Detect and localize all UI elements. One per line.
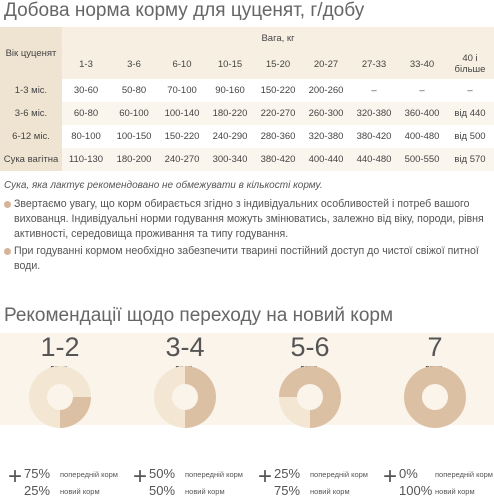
cell: 100-140: [158, 102, 206, 125]
bullet-list: Звертаємо увагу, що корм обирається згід…: [4, 197, 490, 276]
age-header: Вік цуценят: [0, 27, 62, 79]
row-header: Сука вагітна: [0, 148, 62, 171]
new-pct: 50%: [149, 483, 175, 498]
donut-segment: [404, 366, 466, 428]
column-header: 27-33: [350, 49, 398, 79]
column-header: 10-15: [206, 49, 254, 79]
cell: –: [398, 79, 446, 102]
cell: 260-300: [302, 102, 350, 125]
table-row: 3-6 міс. 60-80 60-100 100-140 180-220 220-270…: [0, 102, 494, 125]
cell: 60-80: [62, 102, 110, 125]
cell: 70-100: [158, 79, 206, 102]
previous-pct: 50%: [149, 466, 175, 481]
cell: –: [446, 79, 494, 102]
table-row: Сука вагітна 110-130 180-200 240-270 300-340…: [0, 148, 494, 171]
previous-text: попередній корм: [435, 470, 493, 479]
day-number: 5-6: [290, 332, 329, 362]
cell: 100-150: [110, 125, 158, 148]
new-text: новий корм: [310, 487, 350, 496]
section-title: Рекомендації щодо переходу на новий корм: [4, 305, 394, 326]
feeding-table: Вік цуценят Вага, кг 1-3 3-6 6-10 10-15 15-20…: [0, 27, 494, 171]
cell: 150-220: [254, 79, 302, 102]
new-text: новий корм: [435, 487, 475, 496]
cell: 200-260: [302, 79, 350, 102]
plus-sign: +: [258, 463, 272, 490]
row-header: 6-12 міс.: [0, 125, 62, 148]
day-number: 7: [427, 332, 442, 362]
note: Сука, яка лактує рекомендовано не обмежу…: [4, 180, 323, 191]
weight-header: Вага, кг: [62, 27, 494, 49]
new-pct: 75%: [274, 483, 300, 498]
new-pct: 25%: [24, 483, 50, 498]
table-row: 1-3 міс. 30-60 50-80 70-100 90-160 150-220 200…: [0, 79, 494, 102]
previous-text: попередній корм: [185, 470, 243, 479]
donut-segment: [29, 366, 91, 428]
cell: 90-160: [206, 79, 254, 102]
cell: 150-220: [158, 125, 206, 148]
cell: 400-480: [398, 125, 446, 148]
cell: 60-100: [110, 102, 158, 125]
previous-text: попередній корм: [310, 470, 368, 479]
donut-segment: [279, 397, 310, 428]
cell: 180-220: [206, 102, 254, 125]
plus-sign: +: [383, 463, 397, 490]
cell: 80-100: [62, 125, 110, 148]
cell: 50-80: [110, 79, 158, 102]
cell: 240-270: [158, 148, 206, 171]
row-header: 3-6 міс.: [0, 102, 62, 125]
previous-text: попередній корм: [60, 470, 118, 479]
bullet: При годуванні кормом необхідно забезпечи…: [4, 244, 490, 274]
cell: 400-440: [302, 148, 350, 171]
cell: 500-550: [398, 148, 446, 171]
day-number: 1-2: [40, 332, 79, 362]
title: Добова норма корму для цуценят, г/добу: [4, 0, 365, 21]
donut-segment: [279, 366, 341, 428]
donut: [279, 366, 341, 428]
column-header: 15-20: [254, 49, 302, 79]
new-text: новий корм: [60, 487, 100, 496]
donut: [154, 366, 216, 428]
donut-segment: [60, 397, 91, 428]
column-header: 40 і більше: [446, 49, 494, 79]
previous-pct: 0%: [399, 466, 418, 481]
cell: 280-360: [254, 125, 302, 148]
cell: від 440: [446, 102, 494, 125]
cell: 220-270: [254, 102, 302, 125]
cell: –: [350, 79, 398, 102]
cell: 300-340: [206, 148, 254, 171]
cell: 320-380: [302, 125, 350, 148]
previous-pct: 75%: [24, 466, 50, 481]
cell: 30-60: [62, 79, 110, 102]
donut: [404, 366, 466, 428]
cell: 380-420: [254, 148, 302, 171]
new-pct: 100%: [399, 483, 433, 498]
table-row: 6-12 міс. 80-100 100-150 150-220 240-290 280-…: [0, 125, 494, 148]
donut-segment: [154, 366, 185, 428]
cell: 360-400: [398, 102, 446, 125]
column-header: 3-6: [110, 49, 158, 79]
plus-sign: +: [8, 463, 22, 490]
column-header: 20-27: [302, 49, 350, 79]
previous-pct: 25%: [274, 466, 300, 481]
row-header: 1-3 міс.: [0, 79, 62, 102]
donut-segment: [185, 366, 216, 428]
day-number: 3-4: [165, 332, 204, 362]
cell: 240-290: [206, 125, 254, 148]
cell: 110-130: [62, 148, 110, 171]
cell: 180-200: [110, 148, 158, 171]
donut: [29, 366, 91, 428]
new-text: новий корм: [185, 487, 225, 496]
cell: 380-420: [350, 125, 398, 148]
column-header: 6-10: [158, 49, 206, 79]
cell: від 570: [446, 148, 494, 171]
plus-sign: +: [133, 463, 147, 490]
cell: 320-380: [350, 102, 398, 125]
cell: від 500: [446, 125, 494, 148]
column-header: 1-3: [62, 49, 110, 79]
column-header: 33-40: [398, 49, 446, 79]
bullet: Звертаємо увагу, що корм обирається згід…: [4, 197, 490, 242]
cell: 440-480: [350, 148, 398, 171]
